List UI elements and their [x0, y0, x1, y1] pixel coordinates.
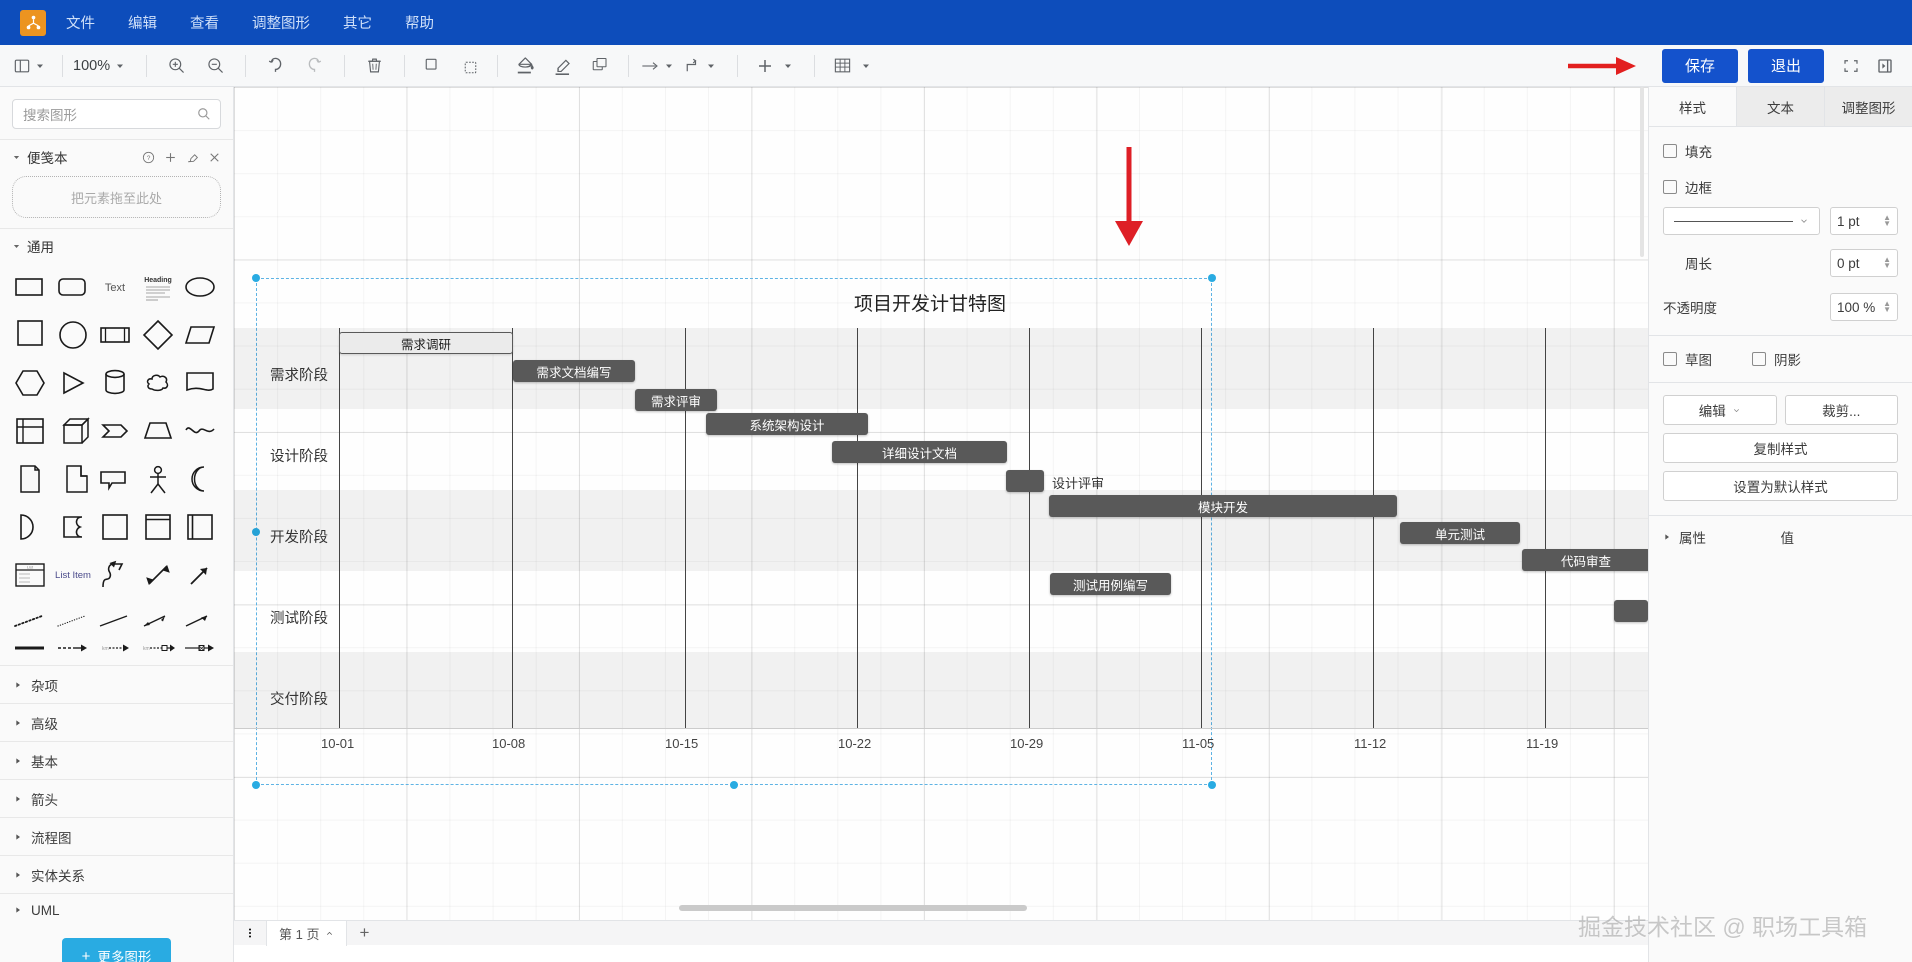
svg-text:List: List: [27, 565, 34, 570]
svg-text:km: km: [143, 646, 150, 652]
svg-text:Heading: Heading: [144, 277, 172, 284]
svg-text:Text: Text: [105, 282, 125, 294]
svg-text:km: km: [102, 646, 109, 652]
svg-text:List Item: List Item: [55, 570, 91, 581]
svg-text:?: ?: [147, 154, 151, 161]
